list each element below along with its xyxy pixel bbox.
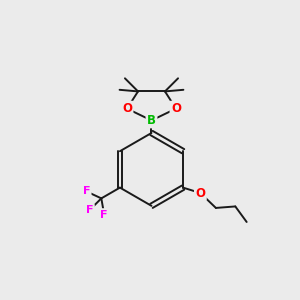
Text: O: O [122,102,132,115]
Text: B: B [147,114,156,127]
Text: O: O [171,102,181,115]
Text: O: O [195,187,206,200]
Text: F: F [83,186,90,197]
Text: F: F [86,205,94,215]
Text: F: F [100,209,108,220]
